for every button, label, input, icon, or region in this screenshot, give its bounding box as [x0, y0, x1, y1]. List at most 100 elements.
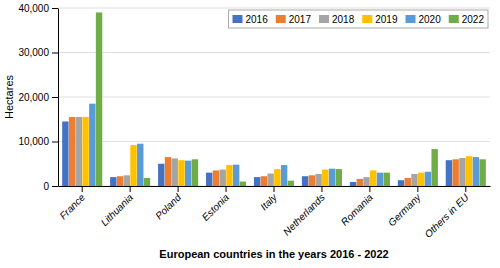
- tick-label: 0: [43, 181, 49, 192]
- tick-label: 10,000: [18, 136, 49, 147]
- y-tick: 40,000: [18, 3, 58, 14]
- tick-mark: [369, 186, 370, 192]
- legend-swatch: [319, 15, 329, 23]
- bar-series: [76, 117, 466, 186]
- bar: [226, 165, 232, 186]
- bar: [130, 145, 136, 186]
- tick-label: Netherlands: [281, 192, 327, 238]
- bar-series: [62, 121, 452, 186]
- bar: [261, 176, 267, 186]
- x-axis-title: European countries in the years 2016 - 2…: [159, 248, 388, 260]
- grid-line: [58, 8, 490, 9]
- x-tick: Germany: [386, 186, 424, 229]
- tick-mark: [178, 186, 179, 192]
- tick-label: Romania: [339, 191, 375, 227]
- bar: [233, 165, 239, 186]
- tick-label: France: [57, 191, 87, 221]
- bars: [62, 12, 486, 186]
- bar: [398, 180, 404, 186]
- x-tick: France: [57, 186, 87, 221]
- bar: [459, 158, 465, 186]
- legend-swatch: [406, 15, 416, 23]
- tick-mark: [82, 186, 83, 192]
- bar: [336, 169, 342, 186]
- bar: [405, 178, 411, 186]
- bar: [165, 157, 171, 186]
- tick-mark: [465, 186, 466, 192]
- bar: [240, 182, 246, 186]
- legend-label: 2020: [419, 14, 442, 25]
- legend-label: 2022: [462, 14, 485, 25]
- x-tick: Estonia: [200, 186, 232, 223]
- bar: [473, 157, 479, 186]
- bar: [267, 174, 273, 186]
- tick-mark: [321, 186, 322, 192]
- tick-label: Germany: [386, 191, 424, 229]
- bar: [124, 175, 130, 186]
- tick-label: Others in EU: [422, 191, 471, 240]
- tick-mark: [52, 142, 58, 143]
- bar-series: [69, 117, 459, 186]
- bar: [315, 174, 321, 186]
- bar: [446, 160, 452, 186]
- tick-mark: [226, 186, 227, 192]
- bar: [213, 170, 219, 186]
- tick-label: 40,000: [18, 3, 49, 14]
- legend: 201620172018201920202022: [229, 10, 489, 28]
- bar: [452, 159, 458, 186]
- bar: [137, 144, 143, 186]
- bar: [144, 178, 150, 186]
- tick-mark: [274, 186, 275, 192]
- grid-line: [58, 141, 490, 142]
- chart-container: France Lithuania Poland Estonia ItalyNetherl…: [0, 0, 500, 268]
- grid-line: [58, 52, 490, 53]
- tick-label: 20,000: [18, 92, 49, 103]
- bar: [117, 176, 123, 186]
- plot-area: France Lithuania Poland Estonia ItalyNetherl…: [18, 3, 490, 240]
- bar: [377, 173, 383, 186]
- bar: [363, 177, 369, 186]
- y-tick: 10,000: [18, 136, 58, 147]
- bar: [418, 173, 424, 186]
- bar: [274, 169, 280, 186]
- bar: [69, 117, 75, 186]
- legend-label: 2016: [246, 14, 269, 25]
- tick-mark: [52, 97, 58, 98]
- tick-label: Italy: [258, 191, 279, 212]
- bar: [350, 182, 356, 186]
- axis-line: [58, 9, 59, 187]
- x-tick: Others in EU: [422, 186, 471, 240]
- bar: [322, 170, 328, 186]
- bar: [281, 165, 287, 186]
- bar: [309, 175, 315, 186]
- tick-label: Lithuania: [99, 191, 136, 228]
- y-tick: 30,000: [18, 47, 58, 58]
- tick-mark: [52, 8, 58, 9]
- bar: [89, 104, 95, 186]
- bar-series: [89, 104, 479, 186]
- x-tick: Lithuania: [99, 186, 136, 228]
- tick-label: Estonia: [200, 191, 232, 223]
- x-axis: France Lithuania Poland Estonia ItalyNetherl…: [57, 186, 490, 240]
- grid-line: [58, 97, 490, 98]
- y-axis-title: Hectares: [3, 74, 15, 119]
- x-tick: Netherlands: [281, 186, 327, 238]
- bar: [479, 159, 485, 186]
- legend-swatch: [362, 15, 372, 23]
- bar: [178, 160, 184, 186]
- bar: [466, 156, 472, 186]
- bar: [185, 161, 191, 186]
- x-tick: Poland: [153, 186, 183, 221]
- bar: [370, 170, 376, 186]
- legend-swatch: [233, 15, 243, 23]
- bar: [384, 173, 390, 186]
- tick-mark: [52, 53, 58, 54]
- bar: [158, 164, 164, 186]
- bar: [411, 174, 417, 186]
- y-tick: 20,000: [18, 92, 58, 103]
- bar: [96, 12, 102, 186]
- bar: [172, 158, 178, 186]
- y-axis: 0 10,000 20,000 30,000 40,000: [18, 3, 58, 192]
- legend-label: 2018: [332, 14, 355, 25]
- bar: [288, 181, 294, 186]
